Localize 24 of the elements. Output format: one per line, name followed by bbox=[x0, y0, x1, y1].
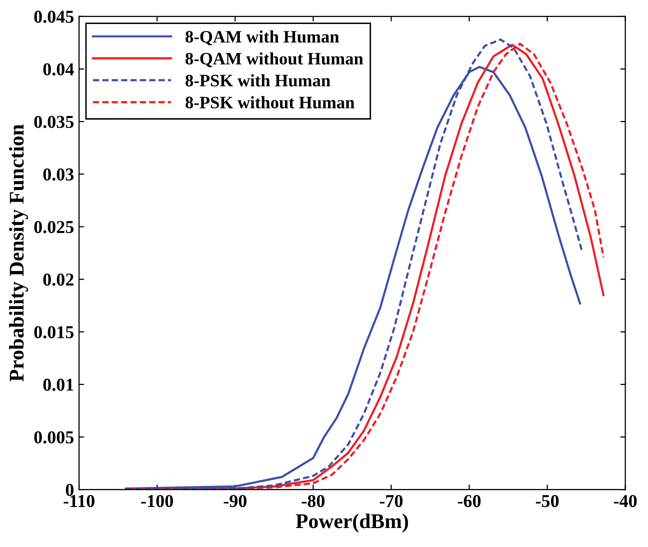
y-tick-label: 0.045 bbox=[34, 10, 74, 23]
y-tick-label: 0.01 bbox=[43, 378, 74, 391]
y-tick-label: 0 bbox=[66, 484, 74, 496]
y-tick-label: 0.02 bbox=[43, 274, 74, 286]
x-tick-label: -80 bbox=[302, 494, 325, 508]
y-tick-label: 0.025 bbox=[34, 220, 74, 234]
y-tick-label: 0.015 bbox=[34, 326, 74, 338]
x-tick-label: -90 bbox=[224, 494, 246, 508]
y-tick-label: 0.03 bbox=[43, 168, 74, 181]
x-tick-label: -40 bbox=[614, 494, 637, 508]
y-tick-label: 0.005 bbox=[34, 431, 74, 444]
x-tick-label: -60 bbox=[458, 494, 481, 508]
x-axis-title: Power(dBm) bbox=[296, 514, 408, 532]
legend-label: 8-PSK without Human bbox=[186, 96, 354, 108]
x-tick-label: -110 bbox=[64, 494, 94, 508]
y-tick-label: 0.04 bbox=[43, 63, 74, 76]
x-tick-label: -70 bbox=[380, 494, 403, 508]
x-tick-label: -50 bbox=[536, 494, 559, 508]
legend-label: 8-QAM with Human bbox=[186, 30, 340, 46]
x-tick-label: -100 bbox=[141, 494, 173, 508]
legend-label: 8-QAM without Human bbox=[186, 52, 364, 68]
legend-label: 8-PSK with Human bbox=[186, 74, 330, 87]
y-axis-title: Probability Density Function bbox=[9, 124, 28, 382]
y-tick-label: 0.035 bbox=[34, 116, 74, 128]
